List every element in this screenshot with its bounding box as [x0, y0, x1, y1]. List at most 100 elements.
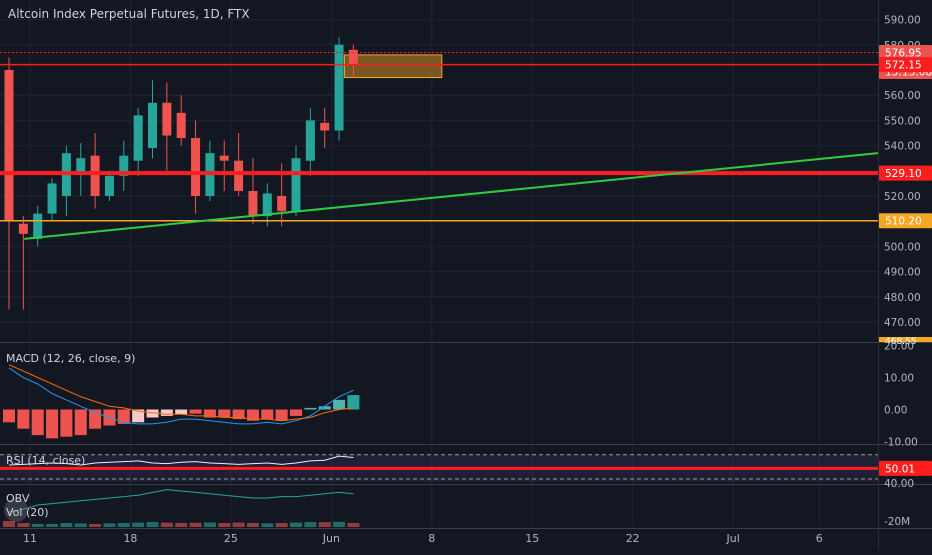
macd-label: MACD (12, 26, close, 9)	[6, 352, 135, 365]
macd-histogram-bar	[203, 409, 216, 418]
candle-body	[191, 138, 201, 196]
rsi-tick-label: 40.00	[884, 478, 914, 490]
macd-histogram-bar	[175, 409, 188, 415]
macd-histogram-bar	[89, 409, 102, 429]
candle-body	[334, 44, 344, 131]
rsi-line	[8, 455, 354, 466]
trendline-layer	[24, 152, 879, 240]
last-price-badge: 576.95	[885, 47, 922, 59]
macd-histogram-bar	[275, 409, 288, 421]
macd-histogram-bar	[160, 409, 173, 416]
volume-bar	[17, 523, 30, 527]
price-axis[interactable]: 590.00580.00560.00550.00540.00530.00520.…	[879, 15, 932, 528]
candle-body	[176, 112, 186, 139]
macd-tick-label: 20.00	[884, 341, 914, 353]
candle-body	[320, 122, 330, 131]
volume-bar	[175, 523, 188, 527]
time-tick-label: Jun	[322, 532, 340, 545]
macd-histogram-bar	[3, 409, 15, 423]
macd-histogram-bar	[290, 409, 302, 416]
price-tick-label: 590.00	[884, 15, 921, 27]
volume-bar	[203, 522, 216, 527]
volume-bar	[304, 522, 317, 527]
horizontal-line-layer	[0, 51, 878, 222]
last-price-badge-bg	[879, 44, 932, 60]
rsi-value-badge-bg	[879, 460, 932, 476]
macd-line	[8, 367, 354, 425]
macd-histogram-bar	[333, 399, 346, 410]
candle-body	[262, 193, 272, 217]
tv-logo-icon	[4, 498, 28, 522]
volume-bar	[261, 523, 274, 527]
time-tick-label: 15	[525, 532, 539, 545]
volume-bar	[246, 523, 259, 527]
volume-bar	[3, 521, 15, 527]
time-tick-label: 18	[123, 532, 137, 545]
clipped-badge-bg	[879, 337, 932, 342]
level-badge-529: 529.10	[885, 168, 922, 180]
time-tick-label: 25	[224, 532, 238, 545]
candle-body	[90, 155, 100, 196]
volume-bar	[318, 522, 331, 527]
macd-tick-label: -10.00	[884, 437, 918, 449]
level-badge-572: 572.15	[885, 60, 922, 72]
volume-bar	[103, 523, 116, 527]
volume-bar	[333, 521, 346, 527]
macd-histogram-bar	[132, 409, 145, 423]
candle-body	[4, 70, 14, 222]
rsi-layer	[0, 454, 878, 482]
macd-histogram-bar	[189, 409, 202, 414]
volume-bar	[117, 523, 130, 527]
signal-line	[8, 364, 354, 422]
macd-histogram-bar	[218, 409, 231, 418]
candle-body	[47, 183, 57, 214]
volume-bar	[132, 522, 145, 527]
obv-layer	[3, 489, 360, 527]
candle-body	[219, 155, 229, 161]
time-tick-label: 22	[626, 532, 640, 545]
price-tick-label: 500.00	[884, 241, 921, 253]
macd-histogram-bar	[46, 409, 59, 439]
macd-histogram-bar	[74, 409, 87, 436]
macd-histogram-bar	[347, 395, 360, 410]
volume-bar	[89, 524, 102, 527]
volume-bar	[74, 523, 87, 527]
candle-body	[291, 158, 301, 212]
price-tick-label: 550.00	[884, 115, 921, 127]
macd-histogram-bar	[60, 409, 73, 437]
candle-body	[33, 213, 43, 239]
candle-body	[18, 223, 28, 234]
candle-body	[76, 158, 86, 174]
time-tick-label: 6	[816, 532, 823, 545]
macd-histogram-bar	[232, 409, 245, 420]
macd-histogram-bar	[304, 407, 317, 410]
time-tick-label: 11	[23, 532, 37, 545]
candle-body	[162, 102, 172, 136]
macd-tick-label: 0.00	[884, 405, 907, 417]
volume-bar	[290, 522, 302, 527]
macd-histogram-bar	[146, 409, 159, 418]
candle-body	[119, 155, 129, 176]
volume-bar	[347, 523, 360, 527]
rsi-value-badge: 50.01	[885, 463, 915, 475]
level-badge-572-bg	[879, 57, 932, 73]
candle-body	[104, 175, 114, 196]
volume-bar	[189, 522, 202, 527]
volume-bar	[275, 523, 288, 527]
volume-bar	[160, 522, 173, 527]
supply-zone	[343, 54, 443, 79]
candle-layer	[4, 37, 358, 310]
volume-bar	[218, 523, 231, 527]
price-tick-label: 520.00	[884, 191, 921, 203]
macd-layer	[3, 364, 360, 439]
candle-body	[277, 196, 287, 212]
macd-histogram-bar	[117, 409, 130, 424]
level-badge-510-bg	[879, 213, 932, 229]
macd-histogram-bar	[261, 409, 274, 420]
volume-tick-label: -20M	[884, 516, 910, 528]
time-axis[interactable]: 11 18 25 Jun 8 15 22 Jul 6	[23, 532, 823, 545]
macd-histogram-bar	[31, 409, 44, 436]
